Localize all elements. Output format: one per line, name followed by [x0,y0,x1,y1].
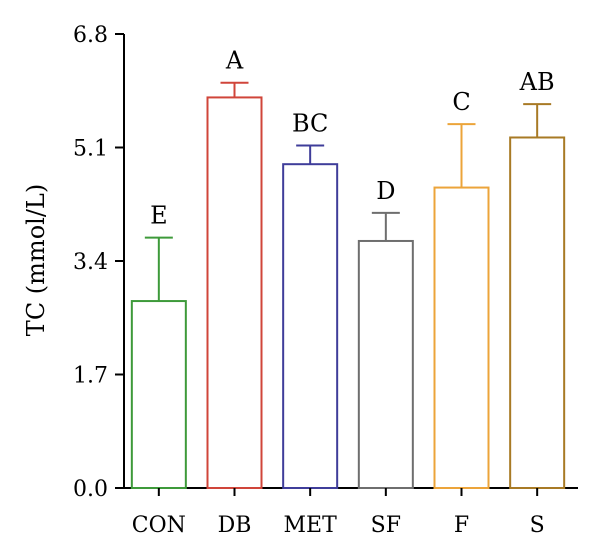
significance-label: E [150,202,168,230]
y-axis-title: TC (mmol/L) [22,184,50,336]
y-tick-label: 0.0 [73,477,108,502]
bar [357,239,414,489]
bar [433,186,490,489]
bar [206,96,263,489]
bar-group-con: E CON [130,202,187,538]
y-tick-label: 3.4 [73,250,108,275]
bar-group-sf: D SF [357,177,414,538]
x-tick-label: CON [132,513,186,538]
bar-group-f: CF [433,88,490,538]
x-tick-label: S [530,513,545,538]
significance-label: A [225,47,244,75]
bar-group-s: AB S [509,68,566,538]
bar-group-met: BC MET [282,109,339,538]
significance-label: C [452,88,470,116]
y-tick-label: 5.1 [73,137,108,162]
significance-label: BC [292,109,328,137]
significance-label: D [376,177,395,205]
bar-group-db: A DB [206,47,263,538]
x-tick-label: SF [371,513,401,538]
x-tick-label: DB [218,513,252,538]
significance-label: AB [519,68,555,96]
bar [130,300,187,490]
y-tick-label: 1.7 [73,364,108,389]
axes: 0.0 1.7 3.4 5.1 6.8 [73,23,578,502]
y-tick-label: 6.8 [73,23,108,48]
x-tick-label: F [454,513,469,538]
bar [282,163,339,490]
x-tick-label: MET [284,513,338,538]
bar [509,136,566,489]
